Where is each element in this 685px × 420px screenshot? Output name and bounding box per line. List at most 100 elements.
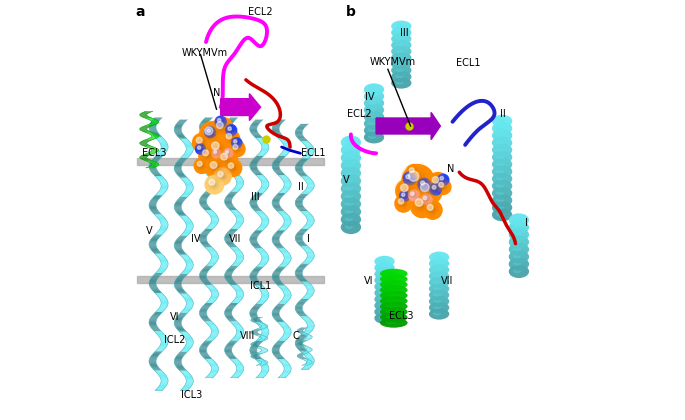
Polygon shape: [258, 214, 266, 215]
Polygon shape: [259, 362, 266, 363]
Polygon shape: [258, 324, 266, 326]
Polygon shape: [206, 340, 214, 341]
Polygon shape: [283, 335, 290, 336]
Polygon shape: [307, 255, 314, 256]
Polygon shape: [284, 259, 291, 260]
Text: N: N: [447, 164, 455, 174]
Polygon shape: [251, 310, 258, 311]
Ellipse shape: [429, 302, 449, 313]
Polygon shape: [234, 299, 241, 300]
Polygon shape: [275, 307, 282, 308]
Polygon shape: [158, 219, 166, 220]
Ellipse shape: [380, 302, 408, 311]
Polygon shape: [306, 329, 313, 330]
Circle shape: [434, 178, 441, 186]
Polygon shape: [253, 233, 260, 234]
Polygon shape: [273, 170, 281, 171]
Circle shape: [229, 137, 232, 140]
Polygon shape: [155, 195, 162, 196]
Polygon shape: [273, 241, 279, 242]
Polygon shape: [283, 180, 290, 181]
Ellipse shape: [345, 170, 353, 175]
Polygon shape: [175, 319, 182, 320]
Ellipse shape: [395, 74, 403, 78]
Polygon shape: [280, 153, 288, 154]
Polygon shape: [175, 248, 182, 249]
Ellipse shape: [368, 121, 376, 125]
Polygon shape: [272, 128, 279, 129]
Polygon shape: [229, 246, 236, 247]
Ellipse shape: [364, 104, 384, 116]
Polygon shape: [236, 146, 244, 147]
Circle shape: [232, 139, 240, 146]
Polygon shape: [273, 311, 279, 312]
Polygon shape: [282, 363, 289, 364]
Polygon shape: [282, 226, 289, 227]
Polygon shape: [208, 263, 216, 264]
Polygon shape: [229, 321, 238, 322]
Polygon shape: [225, 200, 232, 201]
Polygon shape: [184, 297, 191, 298]
Polygon shape: [304, 285, 312, 286]
Circle shape: [218, 171, 223, 177]
Circle shape: [400, 200, 406, 206]
Ellipse shape: [340, 143, 361, 157]
Polygon shape: [157, 217, 165, 218]
Polygon shape: [206, 248, 214, 249]
Ellipse shape: [509, 250, 529, 263]
Polygon shape: [236, 143, 243, 144]
Polygon shape: [149, 364, 157, 365]
Polygon shape: [306, 293, 314, 294]
Polygon shape: [175, 241, 183, 242]
Polygon shape: [299, 350, 307, 351]
Polygon shape: [184, 231, 191, 232]
Polygon shape: [175, 364, 182, 365]
Circle shape: [404, 173, 414, 182]
Circle shape: [228, 163, 234, 168]
Polygon shape: [275, 134, 282, 135]
Polygon shape: [257, 213, 265, 214]
Polygon shape: [225, 239, 232, 240]
Polygon shape: [284, 257, 291, 258]
Ellipse shape: [374, 312, 395, 324]
Polygon shape: [185, 144, 192, 145]
Text: ECL1: ECL1: [301, 148, 325, 158]
Polygon shape: [182, 156, 190, 157]
Polygon shape: [199, 314, 207, 315]
Polygon shape: [209, 262, 216, 263]
Polygon shape: [177, 174, 184, 175]
Polygon shape: [177, 160, 185, 161]
Polygon shape: [204, 341, 212, 342]
Polygon shape: [255, 304, 262, 305]
Polygon shape: [210, 364, 217, 365]
Text: a: a: [136, 5, 145, 19]
Circle shape: [200, 122, 225, 147]
Polygon shape: [259, 178, 267, 179]
Polygon shape: [211, 217, 218, 218]
Ellipse shape: [509, 243, 529, 256]
Polygon shape: [236, 219, 244, 220]
Polygon shape: [150, 161, 158, 163]
Polygon shape: [210, 142, 218, 143]
Polygon shape: [262, 183, 269, 184]
Polygon shape: [175, 286, 182, 287]
Polygon shape: [203, 357, 211, 358]
Circle shape: [212, 118, 234, 139]
Polygon shape: [259, 337, 266, 338]
Polygon shape: [155, 156, 162, 157]
Polygon shape: [273, 163, 279, 164]
Polygon shape: [210, 253, 218, 255]
Polygon shape: [251, 346, 258, 347]
Polygon shape: [261, 329, 269, 330]
Polygon shape: [307, 186, 314, 187]
Polygon shape: [274, 234, 282, 235]
Polygon shape: [226, 131, 234, 132]
Polygon shape: [251, 206, 258, 207]
Polygon shape: [181, 256, 188, 257]
Polygon shape: [298, 231, 306, 232]
Polygon shape: [279, 228, 287, 229]
Polygon shape: [159, 191, 166, 192]
Polygon shape: [257, 323, 264, 324]
Circle shape: [214, 150, 216, 153]
Polygon shape: [235, 335, 242, 336]
